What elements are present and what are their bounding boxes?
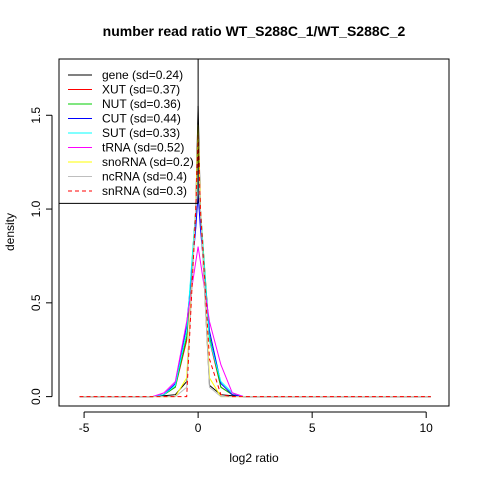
series-line-5 — [79, 246, 431, 398]
series-line-3 — [79, 193, 431, 398]
legend-label-3: CUT (sd=0.44) — [102, 112, 181, 126]
y-tick-label-3: 1.5 — [29, 107, 43, 124]
legend-label-0: gene (sd=0.24) — [102, 68, 183, 82]
legend-label-4: SUT (sd=0.33) — [102, 126, 180, 140]
y-axis-label: density — [3, 213, 17, 251]
legend: gene (sd=0.24)XUT (sd=0.37)NUT (sd=0.36)… — [68, 68, 194, 198]
x-tick-label-0: -5 — [79, 421, 90, 435]
chart-title: number read ratio WT_S288C_1/WT_S288C_2 — [103, 23, 406, 39]
y-tick-label-2: 1.0 — [29, 200, 43, 217]
legend-label-2: NUT (sd=0.36) — [102, 97, 181, 111]
y-tick-label-0: 0.0 — [29, 388, 43, 405]
x-tick-label-3: 10 — [420, 421, 434, 435]
x-axis-label: log2 ratio — [229, 451, 279, 465]
plot-frame — [58, 58, 450, 407]
y-tick-label-1: 0.5 — [29, 294, 43, 311]
x-tick-label-1: 0 — [195, 421, 202, 435]
legend-label-8: snRNA (sd=0.3) — [102, 184, 187, 198]
legend-label-7: ncRNA (sd=0.4) — [102, 170, 187, 184]
legend-label-1: XUT (sd=0.37) — [102, 83, 180, 97]
x-tick-label-2: 5 — [309, 421, 316, 435]
legend-label-5: tRNA (sd=0.52) — [102, 141, 184, 155]
x-axis: -5 0 5 10 — [79, 411, 434, 435]
reference-lines — [59, 59, 199, 204]
legend-label-6: snoRNA (sd=0.2) — [102, 155, 194, 169]
series-line-4 — [79, 171, 431, 398]
series-line-8 — [79, 133, 431, 398]
y-axis: 0.0 0.5 1.0 1.5 — [29, 107, 53, 405]
